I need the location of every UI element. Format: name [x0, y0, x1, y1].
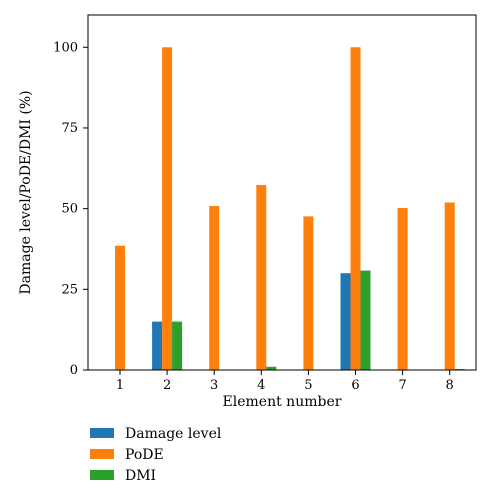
x-tick-label: 2: [163, 378, 171, 393]
legend-swatch-dmi: [90, 470, 114, 480]
x-axis-label: Element number: [223, 394, 342, 410]
x-tick-label: 7: [398, 378, 406, 393]
legend-swatch-pode: [90, 449, 114, 459]
legend-label-damage-level: Damage level: [125, 426, 222, 442]
x-tick-label: 3: [210, 378, 218, 393]
bar-pode: [162, 47, 173, 370]
bar-dmi: [266, 366, 277, 370]
bar-pode: [350, 47, 361, 370]
legend-label-dmi: DMI: [125, 468, 156, 484]
y-axis: 0 25 50 75 100: [53, 40, 88, 378]
bar-damage-level: [152, 321, 163, 370]
bar-pode: [397, 207, 408, 370]
bar-pode: [115, 245, 125, 370]
legend: Damage level PoDE DMI: [90, 426, 222, 484]
bar-dmi: [360, 270, 371, 370]
x-tick-label: 5: [304, 378, 312, 393]
y-tick-label: 75: [61, 121, 78, 136]
legend-swatch-damage-level: [90, 428, 114, 438]
x-axis: 1 2 3 4 5 6 7 8: [116, 370, 454, 393]
plot-frame: [87, 14, 477, 371]
x-tick-label: 8: [446, 378, 454, 393]
y-tick-label: 25: [61, 282, 78, 297]
y-tick-label: 100: [53, 40, 78, 55]
bar-pode: [209, 206, 220, 370]
y-tick-label: 0: [70, 363, 78, 378]
legend-label-pode: PoDE: [125, 447, 164, 463]
plot-area: [115, 47, 465, 370]
x-tick-label: 4: [257, 378, 265, 393]
bar-pode: [256, 185, 267, 370]
bar-dmi: [172, 321, 183, 370]
x-tick-label: 1: [116, 378, 124, 393]
y-axis-label: Damage level/PoDE/DMI (%): [18, 90, 34, 294]
x-tick-label: 6: [351, 378, 359, 393]
y-tick-label: 50: [61, 202, 78, 217]
bar-pode: [303, 216, 314, 370]
bar-damage-level: [340, 273, 351, 370]
bar-pode: [444, 202, 455, 370]
